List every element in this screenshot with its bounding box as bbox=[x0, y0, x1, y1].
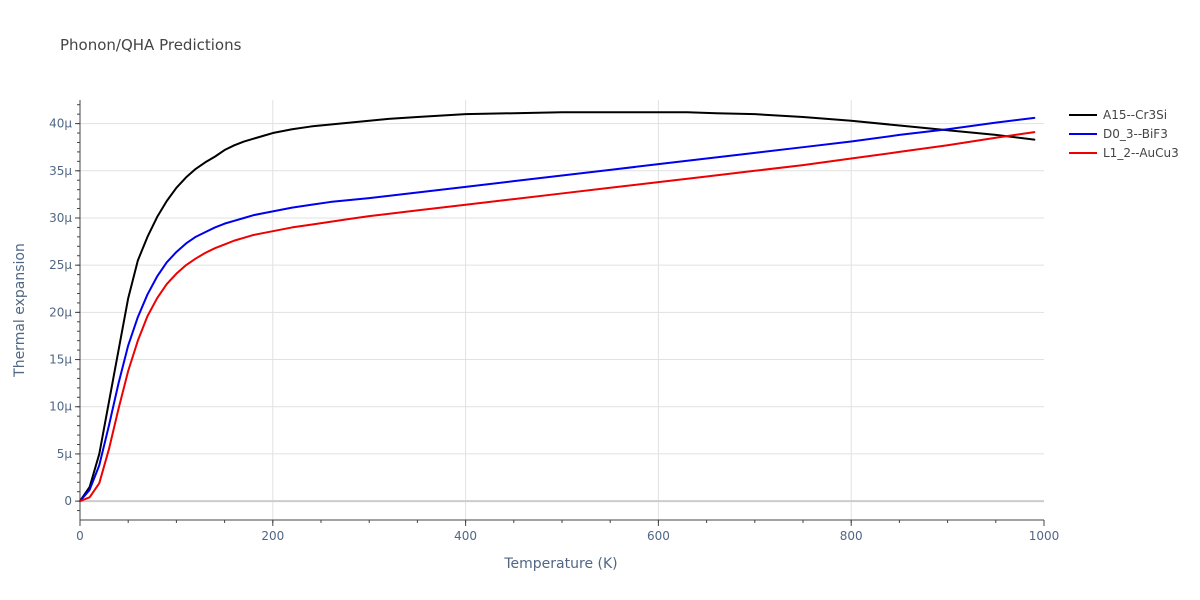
x-axis-title: Temperature (K) bbox=[503, 556, 617, 572]
y-tick-label-1: 5μ bbox=[57, 447, 73, 461]
legend-item-2[interactable]: L1_2--AuCu3 bbox=[1069, 146, 1179, 160]
x-tick-label-4: 800 bbox=[840, 529, 863, 543]
y-tick-label-0: 0 bbox=[64, 494, 72, 508]
x-tick-labels: 0 200 400 600 800 1000 bbox=[76, 529, 1059, 543]
series-line-1 bbox=[79, 116, 1036, 503]
series-line-2 bbox=[79, 131, 1036, 503]
x-tick-label-0: 0 bbox=[76, 529, 84, 543]
y-tick-label-4: 20μ bbox=[49, 305, 72, 319]
y-tick-label-8: 40μ bbox=[49, 117, 72, 131]
legend-label-2: L1_2--AuCu3 bbox=[1103, 146, 1179, 160]
y-tick-label-2: 10μ bbox=[49, 400, 72, 414]
legend-label-0: A15--Cr3Si bbox=[1103, 108, 1167, 122]
legend[interactable]: A15--Cr3Si D0_3--BiF3 L1_2--AuCu3 bbox=[1069, 108, 1179, 160]
legend-item-1[interactable]: D0_3--BiF3 bbox=[1069, 127, 1168, 141]
legend-label-1: D0_3--BiF3 bbox=[1103, 127, 1168, 141]
series-group bbox=[79, 111, 1036, 503]
x-tick-label-3: 600 bbox=[647, 529, 670, 543]
x-tick-label-2: 400 bbox=[454, 529, 477, 543]
series-line-0 bbox=[79, 111, 1036, 503]
x-tick-label-1: 200 bbox=[261, 529, 284, 543]
y-tick-label-6: 30μ bbox=[49, 211, 72, 225]
y-tick-label-5: 25μ bbox=[49, 258, 72, 272]
axes bbox=[75, 100, 1045, 526]
legend-item-0[interactable]: A15--Cr3Si bbox=[1069, 108, 1167, 122]
y-tick-label-3: 15μ bbox=[49, 353, 72, 367]
y-axis-title: Thermal expansion bbox=[12, 243, 28, 378]
x-tick-label-5: 1000 bbox=[1029, 529, 1060, 543]
chart-title: Phonon/QHA Predictions bbox=[60, 36, 242, 54]
y-tick-labels: 0 5μ 10μ 15μ 20μ 25μ 30μ 35μ 40μ bbox=[49, 117, 72, 509]
y-tick-label-7: 35μ bbox=[49, 164, 72, 178]
